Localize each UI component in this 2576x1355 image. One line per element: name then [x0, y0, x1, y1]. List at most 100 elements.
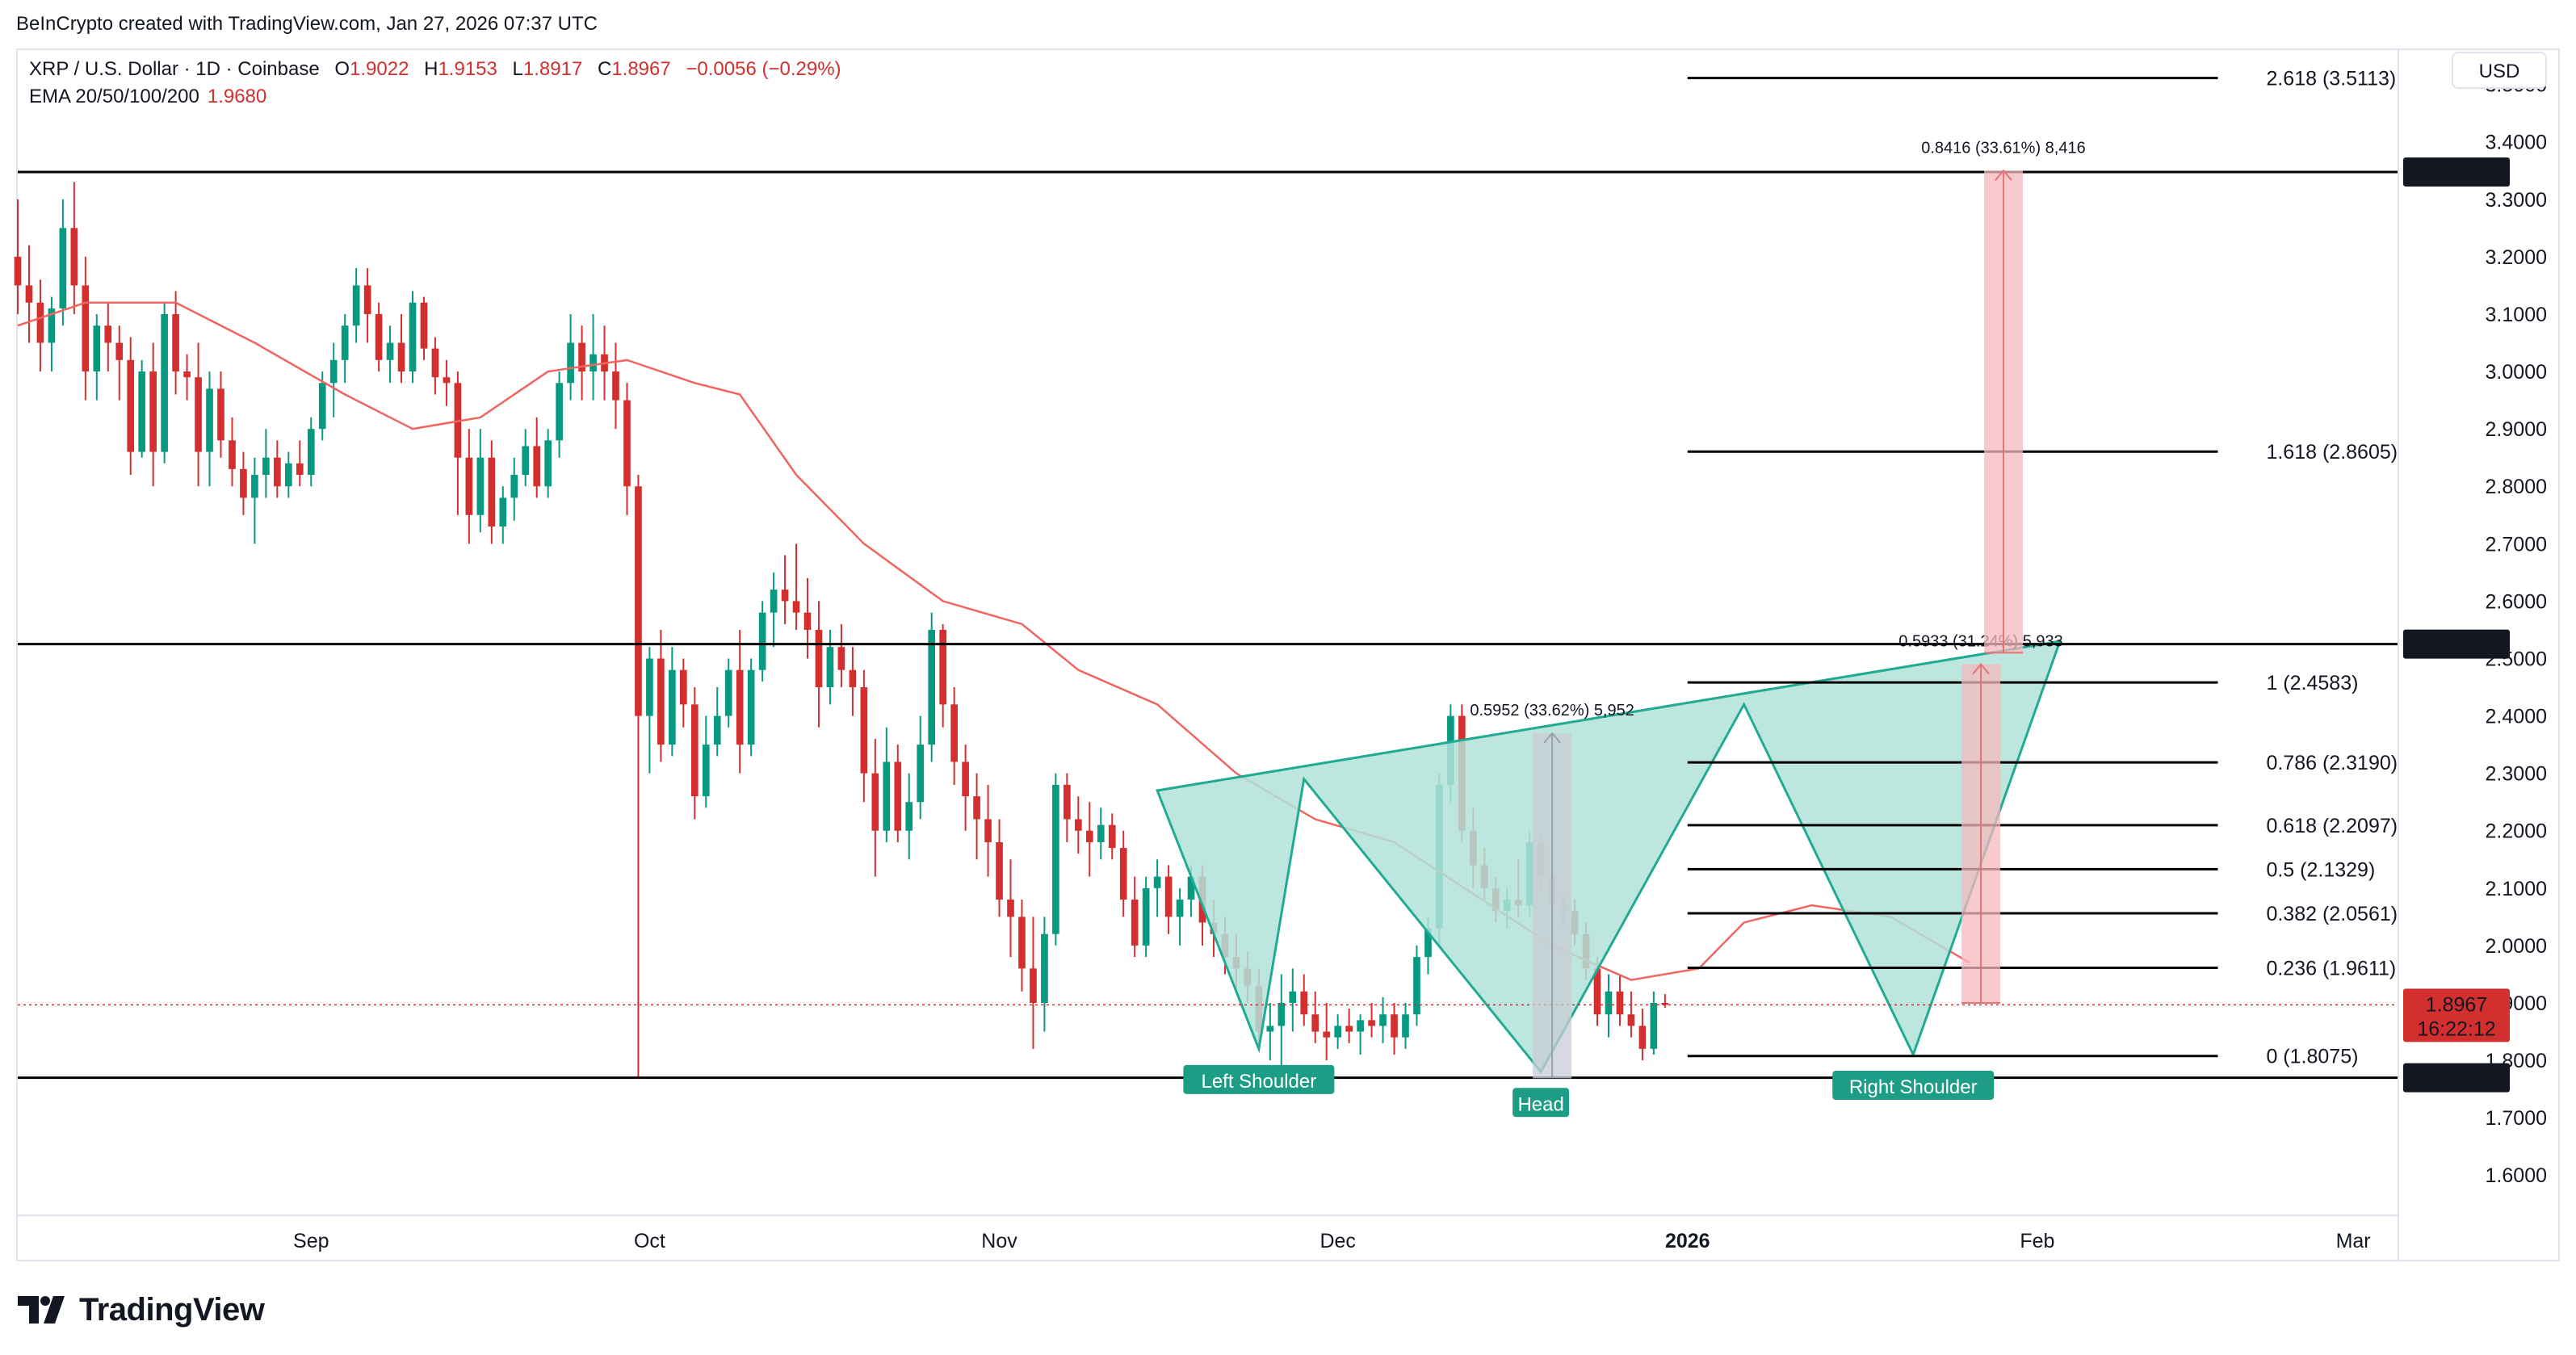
price-tick-label: 1.6000	[2486, 1164, 2547, 1187]
candle-body	[488, 457, 496, 526]
price-tick-label: 2.9000	[2486, 418, 2547, 441]
measures-layer: 0.5952 (33.62%) 5,952 0.5933 (31.24%) 5,9…	[1470, 139, 2086, 1079]
candle-body	[172, 313, 179, 372]
candle-body	[476, 457, 485, 515]
candle-body	[431, 348, 439, 378]
candle-body	[950, 704, 958, 762]
candle-body	[240, 468, 247, 498]
candle-body	[284, 463, 292, 487]
candle-body	[1018, 917, 1026, 969]
time-tick-label: Sep	[293, 1230, 329, 1252]
candle-countdown-label: 16:22:12	[2417, 1017, 2495, 1040]
change-value: −0.0056 (−0.29%)	[686, 58, 841, 80]
candle-body	[849, 669, 857, 688]
open-label: O	[334, 58, 350, 80]
price-tick-label: 3.4000	[2486, 132, 2547, 154]
candle-body	[1007, 900, 1014, 917]
pattern-label: Left Shoulder	[1201, 1071, 1316, 1093]
candle-body	[296, 463, 304, 476]
candle-body	[1119, 848, 1127, 900]
candle-body	[274, 457, 281, 487]
candle-body	[161, 313, 168, 452]
level-price-tag-label: 1.7697	[2426, 1068, 2487, 1090]
time-tick-label: Dec	[1319, 1230, 1355, 1252]
ema-legend[interactable]: EMA 20/50/100/200 1.9680	[29, 86, 266, 108]
tradingview-logo-icon	[18, 1296, 65, 1324]
candle-body	[984, 819, 992, 842]
measure-label: 0.5952 (33.62%) 5,952	[1470, 702, 1634, 719]
candle-body	[815, 629, 823, 688]
pattern-shape	[1156, 640, 2062, 1074]
candle-body	[1311, 1014, 1319, 1032]
symbol-name: XRP / U.S. Dollar · 1D · Coinbase	[29, 58, 320, 80]
candle-body	[837, 647, 845, 670]
candle-body	[397, 342, 405, 372]
candle-body	[871, 773, 879, 831]
candles-layer	[14, 182, 1669, 1078]
tradingview-brand[interactable]: TradingView	[18, 1290, 265, 1329]
candle-body	[1413, 957, 1420, 1015]
candle-body	[206, 388, 213, 452]
candle-body	[713, 715, 721, 745]
candle-body	[1300, 991, 1308, 1015]
currency-button[interactable]: USD	[2452, 52, 2547, 89]
fib-layer: 2.618 (3.5113) 1.618 (2.8605) 1 (2.4583) 0.…	[1687, 68, 2398, 1068]
candle-body	[860, 687, 868, 774]
candle-body	[1424, 928, 1432, 958]
candle-body	[1616, 991, 1624, 1015]
price-tick-label: 3.2000	[2486, 246, 2547, 269]
ema-label: EMA 20/50/100/200	[29, 86, 199, 107]
fib-level-label: 2.618 (3.5113)	[2266, 68, 2396, 90]
candle-body	[352, 285, 360, 326]
fib-level-label: 0.5 (2.1329)	[2266, 858, 2375, 881]
candle-body	[1661, 1002, 1669, 1005]
pattern-label: Head	[1517, 1093, 1563, 1115]
candle-body	[115, 342, 124, 360]
level-price-tag	[2403, 1063, 2510, 1093]
candle-body	[409, 302, 417, 372]
candle-body	[465, 457, 473, 515]
candle-body	[883, 761, 891, 831]
candle-body	[1379, 1014, 1387, 1026]
close-label: C	[597, 58, 612, 80]
price-tick-label: 3.1000	[2486, 304, 2547, 326]
candle-body	[623, 400, 631, 487]
candle-body	[127, 359, 135, 452]
price-tick-label: 1.7000	[2486, 1107, 2547, 1130]
candle-body	[1289, 991, 1297, 1003]
price-tick-label: 3.3000	[2486, 189, 2547, 212]
last-price-tag	[2403, 988, 2510, 1042]
candle-body	[1064, 784, 1071, 820]
candle-body	[307, 429, 315, 476]
candle-body	[104, 325, 112, 343]
candle-body	[183, 371, 191, 378]
fib-level-label: 0 (1.8075)	[2266, 1046, 2358, 1068]
price-tick-label: 2.7000	[2486, 533, 2547, 556]
candle-body	[1030, 968, 1037, 1003]
measure-arrow-head	[1995, 169, 2012, 181]
candle-body	[939, 629, 946, 705]
candle-body	[229, 440, 236, 469]
candle-body	[578, 342, 585, 372]
levels-layer	[18, 170, 2398, 1080]
symbol-legend[interactable]: XRP / U.S. Dollar · 1D · Coinbase O1.902…	[29, 58, 841, 81]
price-tick-label: 3.0000	[2486, 361, 2547, 384]
candle-body	[48, 308, 56, 343]
ema-layer	[17, 301, 1970, 981]
candle-body	[70, 228, 78, 286]
level-price-tag-label: 2.5252	[2426, 634, 2487, 657]
candle-body	[736, 669, 744, 745]
candle-body	[1638, 1026, 1647, 1049]
measure-arrow-head	[1972, 663, 1990, 675]
fib-level-label: 0.382 (2.0561)	[2266, 903, 2398, 925]
time-tick-label: 2026	[1665, 1230, 1710, 1252]
measure-label: 0.5933 (31.24%) 5,933	[1898, 633, 2063, 651]
candle-body	[781, 589, 789, 602]
candle-body	[1357, 1020, 1364, 1032]
candle-body	[724, 669, 732, 716]
last-price-tag-label: 1.8967	[2426, 993, 2487, 1016]
measure-arrow-head	[1543, 732, 1561, 744]
candle-body	[1627, 1014, 1635, 1026]
